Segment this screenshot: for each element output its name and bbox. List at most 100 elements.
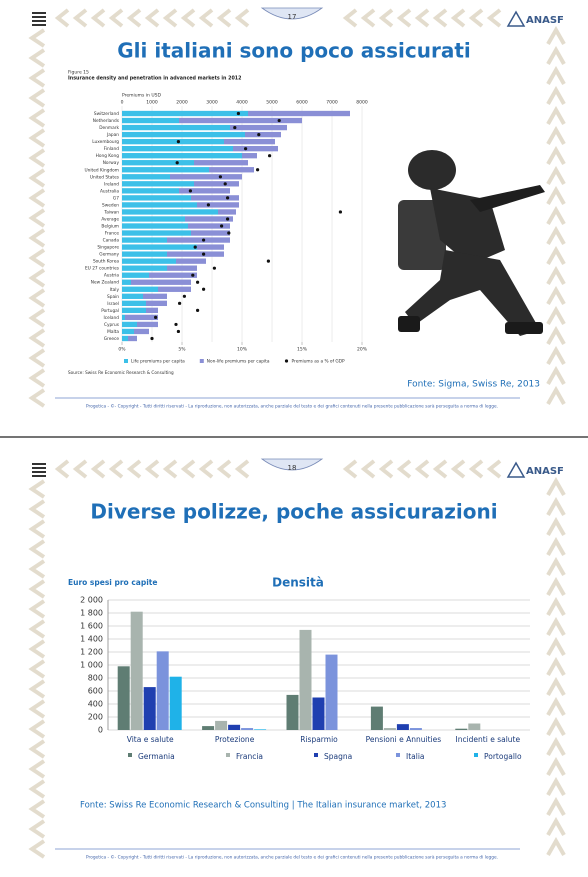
- decor-chevron: [468, 459, 484, 479]
- page-badge: [260, 458, 324, 471]
- decor-chevron: [144, 459, 160, 479]
- x2-tick-label: 10%: [237, 347, 248, 353]
- decor-chevron: [28, 539, 46, 559]
- category-label: Italy: [110, 287, 120, 293]
- bar: [409, 728, 422, 730]
- category-label: Hong Kong: [96, 153, 120, 159]
- y-axis-label: Euro spesi pro capite: [68, 578, 157, 587]
- legend-label: Life premiums per capita: [131, 359, 185, 365]
- decor-chevron: [546, 616, 566, 636]
- bar-segment: [146, 300, 167, 307]
- category-label: Iceland: [103, 315, 119, 321]
- legend-swatch: [474, 753, 478, 757]
- x-tick-label: 0: [121, 100, 124, 106]
- x-tick-label: 7000: [326, 100, 338, 106]
- bar-segment: [137, 321, 158, 328]
- decor-chevron: [28, 48, 46, 68]
- decor-chevron: [108, 8, 124, 28]
- bar-segment: [197, 202, 239, 208]
- decor-chevron: [546, 225, 566, 245]
- gdp-dot: [188, 189, 192, 193]
- decor-chevron: [432, 459, 448, 479]
- bar-segment: [194, 181, 239, 187]
- decor-chevron: [28, 268, 46, 288]
- figure-title: Insurance density and penetration in adv…: [68, 76, 241, 82]
- category-label: Canada: [103, 238, 120, 244]
- category-label: Switzerland: [94, 111, 119, 117]
- bar-segment: [146, 307, 158, 314]
- category-label: Israel: [107, 301, 119, 307]
- y-tick-label: 1 000: [80, 661, 103, 670]
- decor-chevron: [450, 8, 466, 28]
- gdp-dot: [338, 210, 342, 214]
- category-label: Malta: [107, 329, 119, 335]
- bar-segment: [185, 216, 233, 222]
- bar-segment: [122, 110, 248, 117]
- bar-segment: [122, 124, 230, 131]
- decor-chevron: [180, 459, 196, 479]
- decor-chevron: [546, 345, 566, 365]
- bar-segment: [122, 251, 167, 257]
- decor-chevron: [234, 459, 250, 479]
- bar-segment: [122, 209, 218, 215]
- category-label: Japan: [106, 132, 119, 138]
- category-label: Norway: [103, 160, 120, 166]
- bar-segment: [122, 293, 143, 299]
- bar-segment: [122, 244, 197, 250]
- decor-chevron: [546, 676, 566, 696]
- bar-segment: [191, 195, 239, 201]
- bar: [228, 724, 241, 730]
- figure-label: Figure 15: [68, 70, 89, 76]
- x2-tick-label: 15%: [297, 347, 308, 353]
- logo-stripes: [32, 475, 46, 477]
- bar-segment: [149, 272, 197, 278]
- decor-chevron: [28, 819, 46, 839]
- gdp-dot: [257, 133, 261, 137]
- decor-chevron: [28, 699, 46, 719]
- category-label: Luxembourg: [92, 139, 119, 145]
- decor-chevron: [378, 459, 394, 479]
- decor-chevron: [546, 696, 566, 716]
- slide-title: Diverse polizze, poche assicurazioni: [90, 500, 497, 524]
- decor-chevron: [546, 265, 566, 285]
- decor-chevron: [54, 459, 70, 479]
- bar-segment: [122, 335, 128, 342]
- bar: [156, 651, 169, 730]
- decor-chevron: [28, 348, 46, 368]
- category-label: Risparmio: [300, 735, 338, 744]
- bar-segment: [122, 258, 176, 264]
- decor-chevron: [546, 776, 566, 796]
- decor-chevron: [414, 8, 430, 28]
- bar-segment: [176, 258, 206, 264]
- bar-segment: [233, 145, 278, 152]
- category-label: United Kingdom: [85, 167, 120, 173]
- decor-chevron: [546, 836, 566, 856]
- y-tick-label: 1 800: [80, 609, 103, 618]
- page-number: 17: [288, 13, 297, 21]
- decor-chevron: [546, 105, 566, 125]
- category-label: Netherlands: [93, 118, 120, 124]
- category-label: Singapore: [97, 245, 119, 251]
- decor-chevron: [28, 559, 46, 579]
- bar: [169, 676, 182, 730]
- x-tick-label: 6000: [296, 100, 308, 106]
- decor-chevron: [28, 328, 46, 348]
- bar-segment: [194, 160, 248, 166]
- y-tick-label: 1 400: [80, 635, 103, 644]
- decor-chevron: [378, 8, 394, 28]
- category-label: Pensioni e Annuities: [366, 735, 442, 744]
- gdp-dot: [236, 111, 240, 116]
- logo-stripes: [32, 12, 46, 14]
- bar-segment: [179, 117, 302, 124]
- x2-tick-label: 5%: [178, 347, 186, 353]
- category-label: Taiwan: [103, 209, 119, 215]
- bar-segment: [122, 117, 179, 124]
- decor-chevron: [28, 659, 46, 679]
- decor-chevron: [546, 576, 566, 596]
- decor-chevron: [28, 799, 46, 819]
- category-label: Ireland: [104, 181, 119, 187]
- bar-segment: [170, 174, 242, 180]
- gdp-dot: [277, 118, 281, 123]
- decor-chevron: [90, 8, 106, 28]
- logo: ANASF: [526, 466, 564, 477]
